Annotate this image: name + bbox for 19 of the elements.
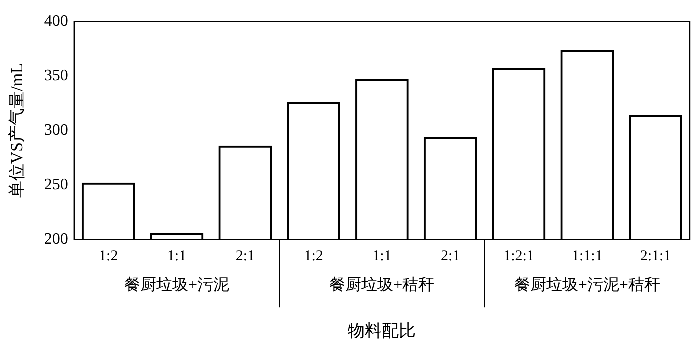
y-tick-label: 200 <box>44 230 68 248</box>
y-axis-title: 单位VS产气量/mL <box>8 63 27 198</box>
text: 餐厨垃圾+污泥+秸秆 <box>514 276 660 294</box>
y-tick-label: 300 <box>44 122 68 139</box>
x-axis-title: 物料配比 <box>348 321 416 340</box>
x-tick-label: 1:1:1 <box>572 248 603 265</box>
x-tick-label: 2:1 <box>441 248 460 265</box>
y-tick-label: 400 <box>44 12 68 30</box>
x-tick-label: 2:1:1 <box>640 248 672 265</box>
text: 餐厨垃圾+秸秆 <box>330 276 435 294</box>
x-tick-label: 1:2 <box>99 248 118 265</box>
x-tick-label: 1:2 <box>304 248 324 265</box>
text: 餐厨垃圾+污泥 <box>124 276 230 294</box>
x-tick-label: 1:1 <box>372 248 392 265</box>
x-tick-label: 1:1 <box>167 248 187 265</box>
y-tick-label: 250 <box>44 176 68 194</box>
x-tick-label: 2:1 <box>236 248 255 265</box>
y-tick-label: 350 <box>44 67 68 84</box>
x-tick-label: 1:2:1 <box>504 248 534 265</box>
